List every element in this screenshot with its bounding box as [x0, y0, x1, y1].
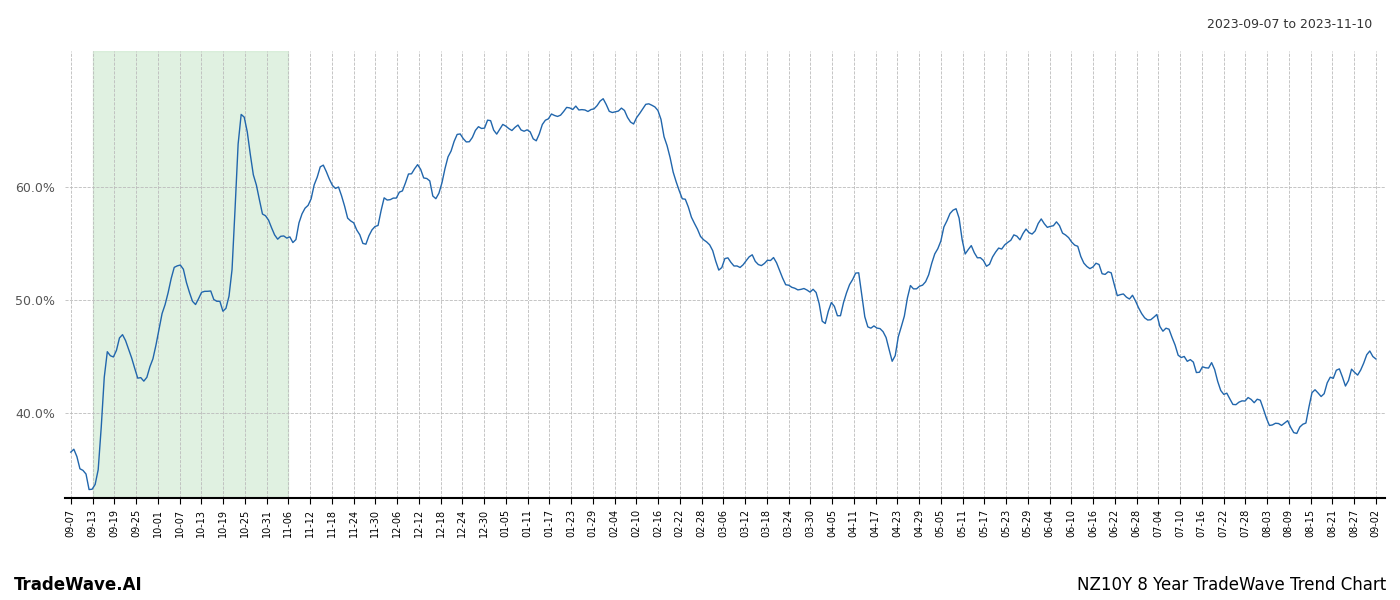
- Bar: [92, 51, 288, 498]
- Text: NZ10Y 8 Year TradeWave Trend Chart: NZ10Y 8 Year TradeWave Trend Chart: [1077, 576, 1386, 594]
- Text: 2023-09-07 to 2023-11-10: 2023-09-07 to 2023-11-10: [1207, 18, 1372, 31]
- Text: TradeWave.AI: TradeWave.AI: [14, 576, 143, 594]
